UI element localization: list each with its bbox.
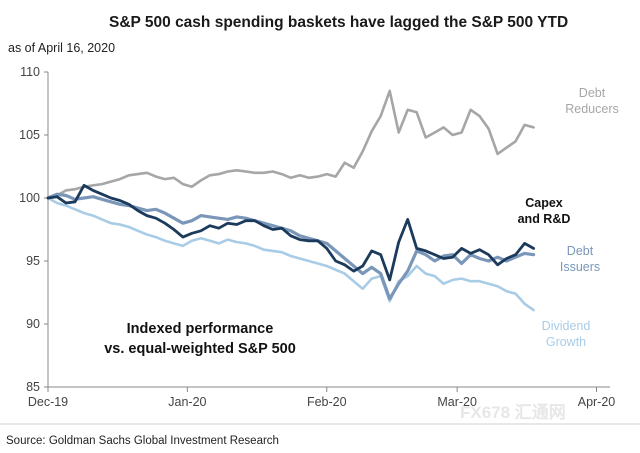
series-label-capex-and-r-d: and R&D — [518, 212, 571, 226]
series-labels: Debt Reducers Capex and R&D Debt Issuers Divid… — [518, 86, 619, 349]
series-line-debt-issuers — [46, 192, 536, 301]
series-label-capex-and-r-d: Capex — [525, 196, 563, 210]
axes — [47, 72, 610, 388]
series-label-dividend-growth: Growth — [546, 335, 586, 349]
y-tick-label: 110 — [20, 65, 40, 79]
x-tick-label: Mar-20 — [437, 395, 477, 409]
y-tick-label: 85 — [26, 380, 40, 394]
annotation-line-2: vs. equal-weighted S&P 500 — [104, 341, 296, 357]
series-label-debt-reducers: Reducers — [565, 102, 619, 116]
x-tick-label: Jan-20 — [168, 395, 206, 409]
series-label-dividend-growth: Dividend — [542, 319, 591, 333]
series-line-dividend-growth — [46, 196, 535, 312]
x-tick-label: Dec-19 — [28, 395, 68, 409]
series-lines — [46, 89, 536, 312]
watermark-text: FX678 汇通网 — [460, 403, 566, 422]
series-line-capex-and-r-d — [46, 183, 535, 282]
x-axis-ticks: Dec-19 Jan-20 Feb-20 Mar-20 Apr-20 — [28, 387, 615, 409]
y-tick-label: 90 — [26, 317, 40, 331]
annotation-line-1: Indexed performance — [127, 321, 274, 337]
x-tick-label: Feb-20 — [307, 395, 347, 409]
y-tick-label: 95 — [26, 254, 40, 268]
y-axis-ticks: 85 90 95 100 105 110 — [19, 65, 48, 394]
chart-title: S&P 500 cash spending baskets have lagge… — [109, 14, 568, 31]
series-label-debt-issuers: Debt — [567, 244, 594, 258]
chart-subtitle: as of April 16, 2020 — [8, 41, 115, 55]
y-tick-label: 100 — [19, 191, 40, 205]
x-tick-label: Apr-20 — [578, 395, 616, 409]
series-label-debt-reducers: Debt — [579, 86, 606, 100]
series-label-debt-issuers: Issuers — [560, 260, 600, 274]
series-line-debt-reducers — [46, 89, 535, 200]
source-note: Source: Goldman Sachs Global Investment … — [6, 435, 279, 447]
y-tick-label: 105 — [19, 128, 40, 142]
